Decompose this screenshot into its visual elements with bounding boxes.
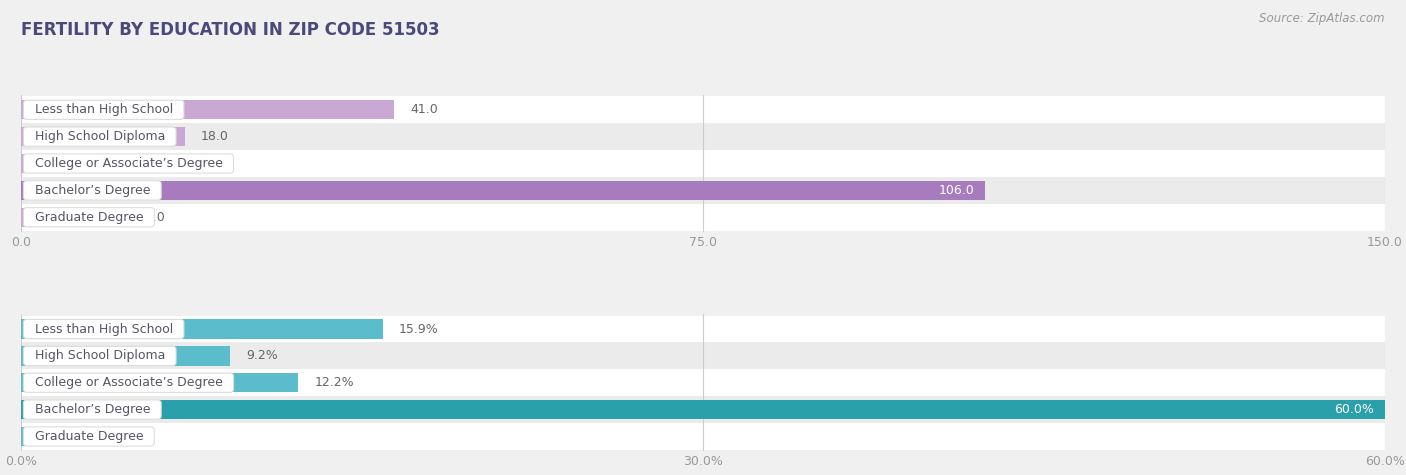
Bar bbox=[21, 204, 1385, 231]
Bar bbox=[21, 100, 394, 119]
Text: High School Diploma: High School Diploma bbox=[27, 130, 173, 143]
Text: 11.0: 11.0 bbox=[138, 211, 166, 224]
Text: Bachelor’s Degree: Bachelor’s Degree bbox=[27, 403, 157, 416]
Text: 13.0: 13.0 bbox=[156, 157, 183, 170]
Bar bbox=[21, 315, 1385, 342]
Text: 2.7%: 2.7% bbox=[98, 430, 131, 443]
Text: 18.0: 18.0 bbox=[201, 130, 229, 143]
Text: 15.9%: 15.9% bbox=[399, 323, 439, 335]
Text: 106.0: 106.0 bbox=[938, 184, 974, 197]
Text: High School Diploma: High School Diploma bbox=[27, 350, 173, 362]
Bar bbox=[21, 373, 298, 392]
Bar bbox=[21, 369, 1385, 396]
Text: 9.2%: 9.2% bbox=[246, 350, 278, 362]
Text: Less than High School: Less than High School bbox=[27, 323, 181, 335]
Text: College or Associate’s Degree: College or Associate’s Degree bbox=[27, 376, 231, 389]
Text: Less than High School: Less than High School bbox=[27, 103, 181, 116]
Bar bbox=[21, 342, 1385, 369]
Text: Bachelor’s Degree: Bachelor’s Degree bbox=[27, 184, 157, 197]
Text: FERTILITY BY EDUCATION IN ZIP CODE 51503: FERTILITY BY EDUCATION IN ZIP CODE 51503 bbox=[21, 21, 440, 39]
Text: 41.0: 41.0 bbox=[411, 103, 439, 116]
Bar bbox=[21, 208, 121, 227]
Bar bbox=[21, 154, 139, 173]
Bar bbox=[21, 180, 984, 200]
Text: Graduate Degree: Graduate Degree bbox=[27, 430, 152, 443]
Bar bbox=[21, 427, 83, 446]
Text: 60.0%: 60.0% bbox=[1334, 403, 1374, 416]
Bar bbox=[21, 150, 1385, 177]
Text: College or Associate’s Degree: College or Associate’s Degree bbox=[27, 157, 231, 170]
Bar bbox=[21, 177, 1385, 204]
Bar bbox=[21, 346, 231, 366]
Bar bbox=[21, 96, 1385, 123]
Text: 12.2%: 12.2% bbox=[315, 376, 354, 389]
Text: Graduate Degree: Graduate Degree bbox=[27, 211, 152, 224]
Bar bbox=[21, 319, 382, 339]
Bar bbox=[21, 396, 1385, 423]
Bar bbox=[21, 423, 1385, 450]
Text: Source: ZipAtlas.com: Source: ZipAtlas.com bbox=[1260, 12, 1385, 25]
Bar bbox=[21, 400, 1385, 419]
Bar bbox=[21, 123, 1385, 150]
Bar bbox=[21, 127, 184, 146]
